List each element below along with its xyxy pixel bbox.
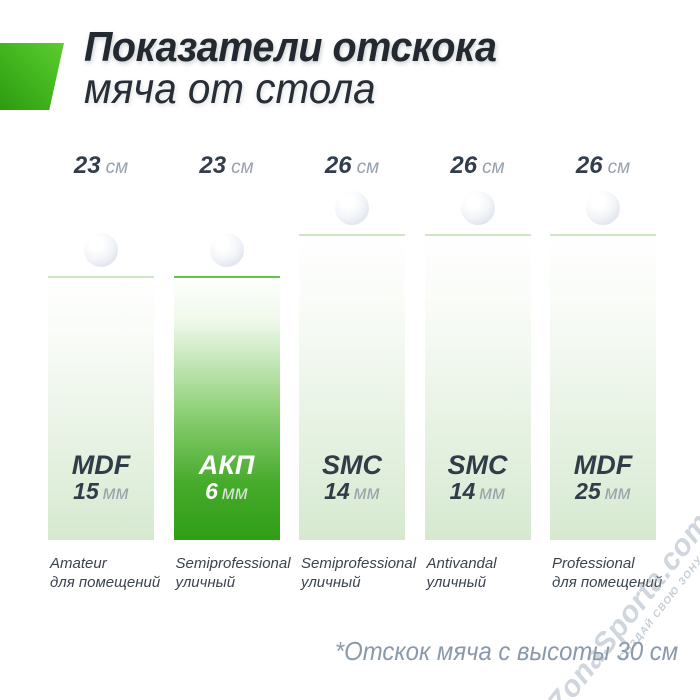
ping-pong-ball-icon: [460, 191, 495, 225]
category-label: Semiprofessional уличный: [301, 554, 416, 592]
bounce-value-label: 26 см: [425, 152, 531, 180]
chart-column: 26 см SMC 14 мм Antivandal уличный: [424, 140, 531, 591]
category-usage: уличный: [426, 574, 487, 591]
thickness-label: 14 мм: [299, 479, 405, 506]
footnote: *Отскок мяча с высоты 30 см: [334, 636, 678, 666]
category-label: Antivandal уличный: [427, 554, 497, 592]
bounce-unit: см: [482, 157, 505, 178]
category-usage: уличный: [175, 574, 236, 591]
bounce-value-label: 26 см: [550, 152, 656, 180]
page-title-line2: мяча от стола: [84, 65, 376, 113]
category-usage: уличный: [301, 574, 361, 591]
page-title: Показатели отскока мяча от стола: [84, 23, 497, 113]
thickness-unit: мм: [102, 483, 129, 504]
material-label: SMC: [447, 450, 508, 480]
thickness-unit: мм: [353, 483, 380, 504]
ping-pong-ball-icon: [335, 191, 369, 225]
thickness-label: 15 мм: [48, 479, 154, 506]
bounce-unit: см: [231, 157, 254, 178]
bounce-number: 26: [324, 152, 352, 179]
category-type: Antivandal: [426, 555, 497, 572]
thickness-label: 14 мм: [425, 479, 531, 506]
category-type: Amateur: [50, 555, 107, 572]
bounce-value-label: 23 см: [174, 152, 280, 180]
category-type: Professional: [552, 555, 635, 572]
bounce-unit: см: [356, 157, 380, 178]
thickness-number: 14: [449, 478, 476, 504]
chart-column: 23 см MDF 15 мм Amateur для помещений: [48, 140, 160, 591]
category-usage: для помещений: [552, 574, 663, 591]
bounce-value-label: 23 см: [48, 152, 154, 180]
category-label: Professional для помещений: [552, 554, 662, 592]
chart-column: 26 см MDF 25 мм Professional для помещений: [550, 140, 662, 591]
bar-label: MDF 15 мм: [48, 451, 154, 506]
bounce-number: 23: [199, 152, 227, 179]
material-label: MDF: [71, 450, 131, 480]
bar: АКП 6 мм: [173, 276, 280, 540]
category-label: Amateur для помещений: [50, 554, 160, 592]
category-type: Semiprofessional: [175, 555, 291, 572]
thickness-unit: мм: [479, 483, 506, 504]
category-type: Semiprofessional: [301, 555, 417, 572]
category-label: Semiprofessional уличный: [176, 554, 291, 592]
thickness-unit: мм: [604, 483, 631, 504]
bar: SMC 14 мм: [424, 234, 531, 540]
bounce-value-label: 26 см: [299, 152, 405, 180]
green-accent-shape: [0, 43, 64, 110]
bounce-number: 23: [73, 152, 101, 179]
page-title-line1: Показатели отскока: [84, 23, 497, 70]
bounce-number: 26: [575, 152, 603, 179]
bounce-number: 26: [450, 152, 478, 179]
thickness-number: 14: [324, 478, 350, 504]
bar: MDF 15 мм: [48, 276, 154, 540]
material-label: АКП: [198, 450, 255, 480]
category-usage: для помещений: [50, 574, 161, 591]
bar-label: SMC 14 мм: [425, 451, 531, 506]
ping-pong-ball-icon: [209, 233, 244, 267]
thickness-label: 25 мм: [550, 479, 656, 506]
ping-pong-ball-icon: [586, 191, 620, 225]
bar-label: SMC 14 мм: [299, 451, 405, 506]
thickness-number: 25: [575, 478, 601, 504]
bar-label: MDF 25 мм: [550, 451, 656, 506]
chart-column: 26 см SMC 14 мм Semiprofessional уличный: [299, 140, 416, 591]
thickness-unit: мм: [221, 483, 248, 504]
material-label: SMC: [322, 450, 382, 480]
bar-label: АКП 6 мм: [174, 451, 280, 506]
ping-pong-ball-icon: [84, 233, 118, 267]
chart-column: 23 см АКП 6 мм Semiprofessional уличный: [173, 140, 291, 591]
bar: MDF 25 мм: [550, 234, 656, 540]
thickness-number: 15: [73, 478, 99, 504]
thickness-label: 6 мм: [174, 479, 280, 506]
material-label: MDF: [573, 450, 633, 480]
bounce-unit: см: [607, 157, 631, 178]
bounce-unit: см: [105, 157, 129, 178]
thickness-number: 6: [205, 478, 218, 504]
bar: SMC 14 мм: [299, 234, 405, 540]
